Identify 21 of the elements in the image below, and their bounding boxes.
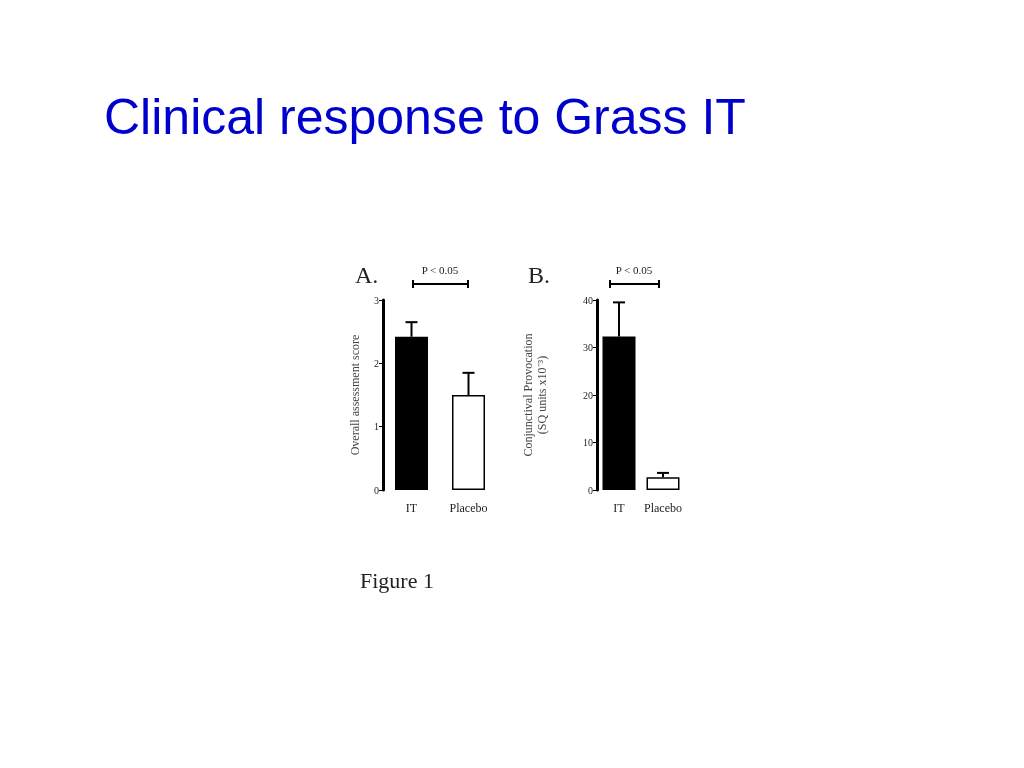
y-tick-label: 0 (374, 484, 379, 496)
y-tick-label: 0 (588, 484, 593, 496)
y-tick-label: 2 (374, 357, 379, 369)
x-tick-label: Placebo (449, 501, 488, 515)
x-tick-label: IT (405, 501, 418, 515)
y-tick-label: 1 (374, 421, 379, 433)
x-tick-label: IT (613, 501, 626, 515)
y-tick-label: 20 (583, 389, 593, 401)
chart-subtitle: A. (355, 262, 379, 288)
y-tick-label: 30 (583, 342, 593, 353)
y-axis-title: Overall assessment score (348, 334, 362, 456)
y-tick-label: 40 (583, 294, 593, 306)
x-tick-label: Placebo (644, 501, 682, 515)
y-axis-title: Conjunctival Provocation (SQ units x10⁻³) (521, 333, 549, 457)
chart-subtitle: B. (528, 262, 551, 288)
caption: Figure 1 (360, 568, 434, 594)
chart-title: Clinical response to Grass IT (104, 88, 746, 146)
y-tick-label: 10 (583, 437, 593, 448)
text: P < 0.05 (614, 264, 654, 276)
text: P < 0.05 (420, 264, 460, 276)
y-tick-label: 3 (374, 294, 379, 306)
